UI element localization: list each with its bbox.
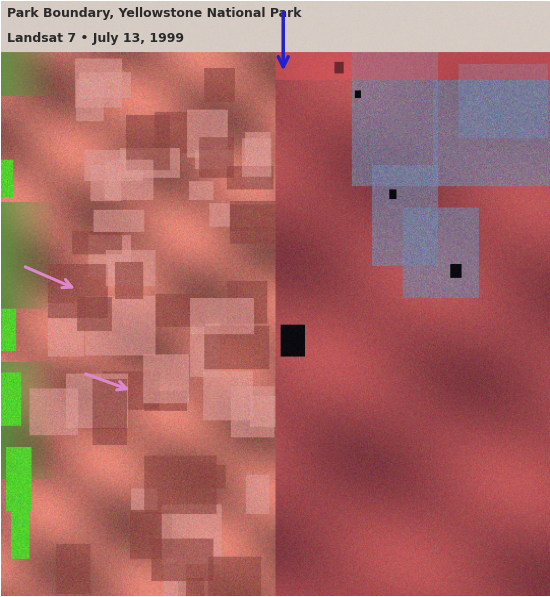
Text: Landsat 7 • July 13, 1999: Landsat 7 • July 13, 1999 bbox=[7, 32, 184, 45]
Text: Park Boundary, Yellowstone National Park: Park Boundary, Yellowstone National Park bbox=[7, 7, 302, 20]
